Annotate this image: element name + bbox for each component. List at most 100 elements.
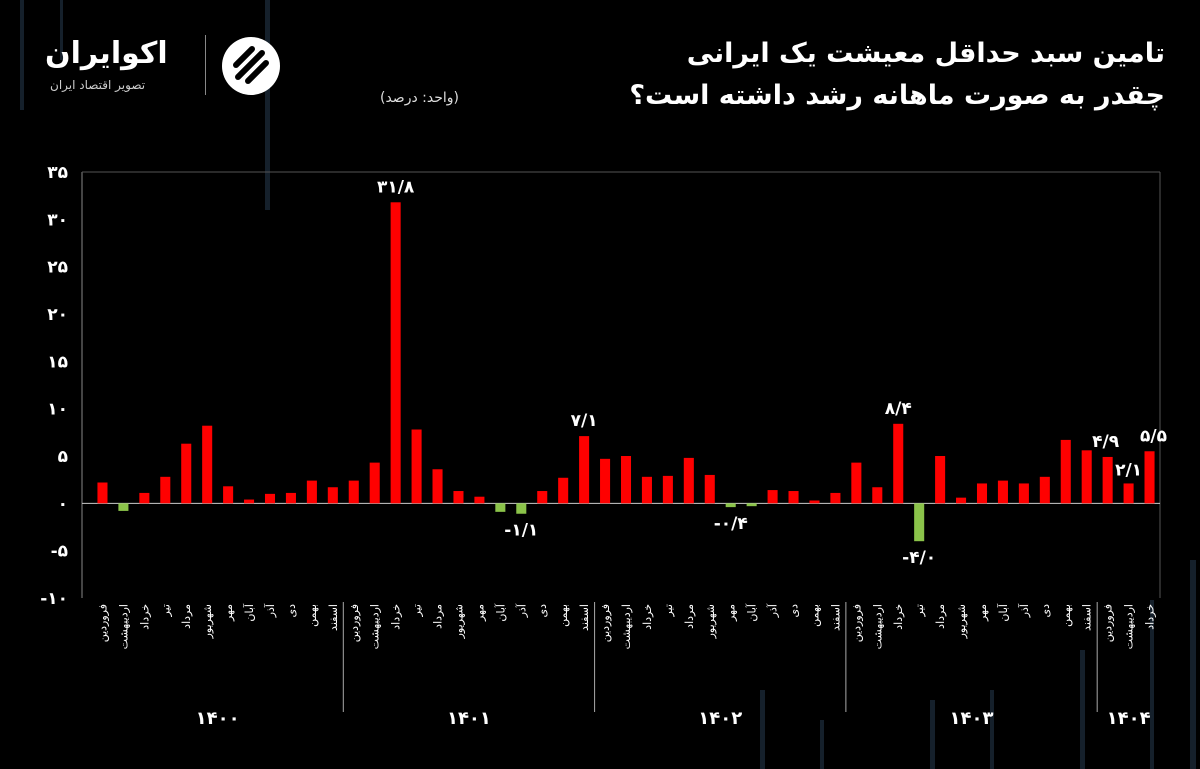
x-tick-label: شهریور	[955, 604, 968, 639]
year-label: ۱۴۰۰	[196, 708, 240, 729]
bar	[1102, 456, 1113, 504]
bar	[997, 480, 1008, 504]
x-tick-label: فروردین	[1102, 604, 1115, 642]
x-tick-label: شهریور	[704, 604, 717, 639]
data-label: -۴/۰	[902, 548, 936, 568]
bar	[160, 476, 171, 504]
bar	[285, 492, 296, 504]
data-label: ۲/۱	[1115, 460, 1142, 480]
x-tick-label: آبان	[745, 603, 759, 621]
x-tick-label: بهمن	[1060, 604, 1073, 627]
x-tick-label: اردیبهشت	[620, 604, 633, 649]
x-tick-label: خرداد	[138, 604, 151, 630]
bar	[264, 493, 276, 504]
x-tick-label: اردیبهشت	[1123, 604, 1136, 649]
x-tick-label: شهریور	[452, 604, 465, 639]
data-label: -۱/۱	[504, 521, 538, 541]
x-tick-label: فروردین	[96, 604, 109, 642]
brand-tagline: تصویر اقتصاد ایران	[50, 78, 146, 92]
x-tick-label: شهریور	[201, 604, 214, 639]
bar	[348, 480, 359, 504]
bar	[139, 492, 150, 504]
x-tick-label: آذر	[766, 603, 780, 618]
x-tick-label: خرداد	[390, 604, 403, 630]
bar	[1039, 476, 1050, 504]
data-label: ۷/۱	[571, 411, 598, 431]
bar-chart: -۱۰ -۵ ۰ ۵ ۱۰ ۱۵ ۲۰ ۲۵ ۳۰ ۳۵ فروردین اردیبهشت خرداد…	[40, 163, 1167, 729]
x-tick-label: آبان	[242, 603, 256, 621]
x-tick-label: تیر	[662, 604, 675, 617]
year-label: ۱۴۰۱	[447, 708, 491, 729]
year-label: ۱۴۰۳	[950, 708, 994, 729]
bar	[118, 503, 129, 511]
bar	[893, 423, 904, 504]
x-tick-label: مهر	[725, 604, 738, 622]
bar	[579, 436, 590, 504]
chart-header: تامین سبد حداقل معیشت یک ایرانی چقدر به …	[0, 0, 1200, 140]
x-tick-label: آبان	[996, 603, 1010, 621]
x-tick-label: دی	[536, 604, 549, 618]
bar	[223, 486, 234, 504]
x-tick-label: تیر	[913, 604, 926, 617]
bar	[662, 475, 673, 504]
data-label: ۳۱/۸	[377, 177, 415, 197]
chart-axes	[81, 171, 1161, 598]
bar	[453, 491, 464, 504]
x-tick-labels: فروردین اردیبهشت خرداد تیر مرداد شهریور مهر آبا…	[96, 603, 1156, 649]
x-tick-label: دی	[285, 604, 298, 618]
x-tick-label: فروردین	[599, 604, 612, 642]
data-labels: ۳۱/۸ -۱/۱ ۷/۱ -۰/۴ ۸/۴ -۴/۰ ۴/۹ ۲/۱ ۵/۵	[377, 177, 1167, 568]
bar	[704, 474, 715, 504]
bar	[935, 456, 946, 504]
bar	[620, 456, 632, 504]
x-tick-label: فروردین	[348, 604, 361, 642]
x-tick-label: اردیبهشت	[117, 604, 130, 649]
x-tick-label: آذر	[263, 603, 277, 618]
bar	[1081, 450, 1092, 504]
x-tick-label: اسفند	[1081, 604, 1094, 631]
x-tick-label: اردیبهشت	[871, 604, 884, 649]
chart-title-line-2: چقدر به صورت ماهانه رشد داشته است؟	[629, 80, 1165, 111]
x-tick-label: بهمن	[808, 604, 821, 627]
x-tick-label: دی	[1039, 604, 1052, 618]
bar	[474, 496, 485, 504]
unit-label: (واحد: درصد)	[380, 90, 459, 106]
x-tick-label: اردیبهشت	[369, 604, 382, 649]
bar	[956, 497, 967, 504]
brand-divider	[205, 35, 206, 95]
chart-title-line-1: تامین سبد حداقل معیشت یک ایرانی	[686, 38, 1165, 69]
data-label: ۴/۹	[1092, 432, 1120, 452]
bar	[683, 457, 694, 504]
y-tick-label: -۵	[51, 542, 68, 562]
ecoiran-logo-icon	[222, 37, 280, 95]
y-tick-labels: -۱۰ -۵ ۰ ۵ ۱۰ ۱۵ ۲۰ ۲۵ ۳۰ ۳۵	[40, 163, 68, 609]
x-tick-label: تیر	[159, 604, 172, 617]
x-tick-label: آذر	[514, 603, 528, 618]
data-label: ۸/۴	[885, 399, 912, 419]
bar	[830, 492, 841, 504]
bar	[600, 458, 611, 504]
bar	[767, 490, 778, 504]
bar	[788, 491, 799, 504]
year-label: ۱۴۰۴	[1107, 708, 1151, 729]
data-label: ۵/۵	[1140, 426, 1167, 446]
y-tick-label: ۰	[58, 494, 68, 514]
bar	[1018, 483, 1029, 504]
bar	[725, 503, 736, 508]
x-tick-label: اسفند	[578, 604, 591, 631]
y-tick-label: ۱۵	[47, 352, 68, 372]
bar	[516, 503, 527, 514]
x-tick-label: مهر	[222, 604, 235, 622]
data-label: -۰/۴	[714, 514, 748, 534]
bar	[641, 476, 652, 504]
bar	[495, 503, 506, 512]
bar	[244, 499, 255, 504]
bar	[411, 429, 422, 504]
bar	[558, 477, 569, 504]
bar	[1144, 451, 1155, 504]
bar	[1123, 483, 1134, 504]
bar	[181, 443, 192, 504]
brand-name: اکوایران	[45, 36, 168, 71]
bar	[327, 487, 338, 504]
